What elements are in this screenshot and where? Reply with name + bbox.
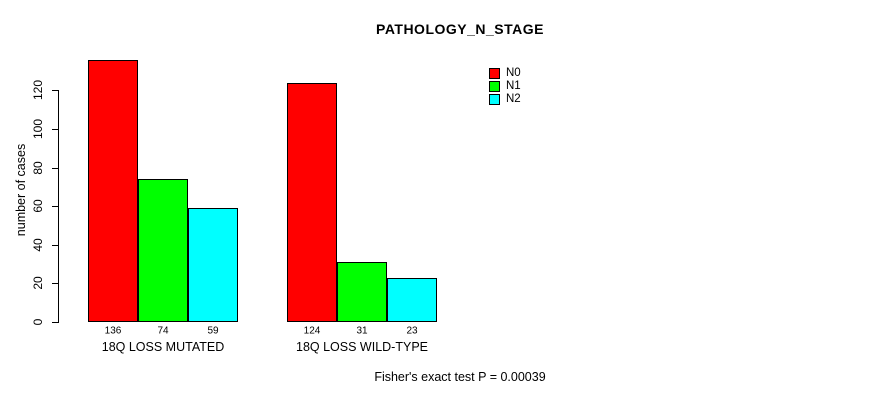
chart-title: PATHOLOGY_N_STAGE [376, 21, 544, 37]
bar-value-label: 74 [157, 325, 169, 337]
legend-label: N0 [506, 67, 521, 79]
y-tick-mark [52, 90, 58, 91]
bar-value-label: 31 [356, 325, 368, 337]
y-axis-line [58, 90, 59, 323]
bar-n0-group1 [88, 60, 138, 322]
legend-swatch-n2 [489, 94, 500, 105]
bar-value-label: 23 [406, 325, 418, 337]
legend-swatch-n0 [489, 68, 500, 79]
group-label: 18Q LOSS MUTATED [101, 340, 225, 354]
group-label: 18Q LOSS WILD-TYPE [296, 340, 428, 354]
bar-n0-group2 [287, 83, 337, 322]
bar-value-label: 124 [303, 325, 321, 337]
bar-n2-group2 [387, 278, 437, 322]
footnote: Fisher's exact test P = 0.00039 [374, 370, 546, 384]
bar-n2-group1 [188, 208, 238, 322]
y-tick-mark [52, 322, 58, 323]
bar-n1-group1 [138, 179, 188, 322]
bar-value-label: 59 [207, 325, 219, 337]
bar-value-label: 136 [104, 325, 122, 337]
y-tick-mark [52, 129, 58, 130]
legend-swatch-n1 [489, 81, 500, 92]
legend-label: N2 [506, 93, 521, 105]
y-tick-mark [52, 245, 58, 246]
y-tick-mark [52, 168, 58, 169]
bar-n1-group2 [337, 262, 387, 322]
y-tick-mark [52, 206, 58, 207]
y-tick-mark [52, 283, 58, 284]
legend-label: N1 [506, 80, 521, 92]
